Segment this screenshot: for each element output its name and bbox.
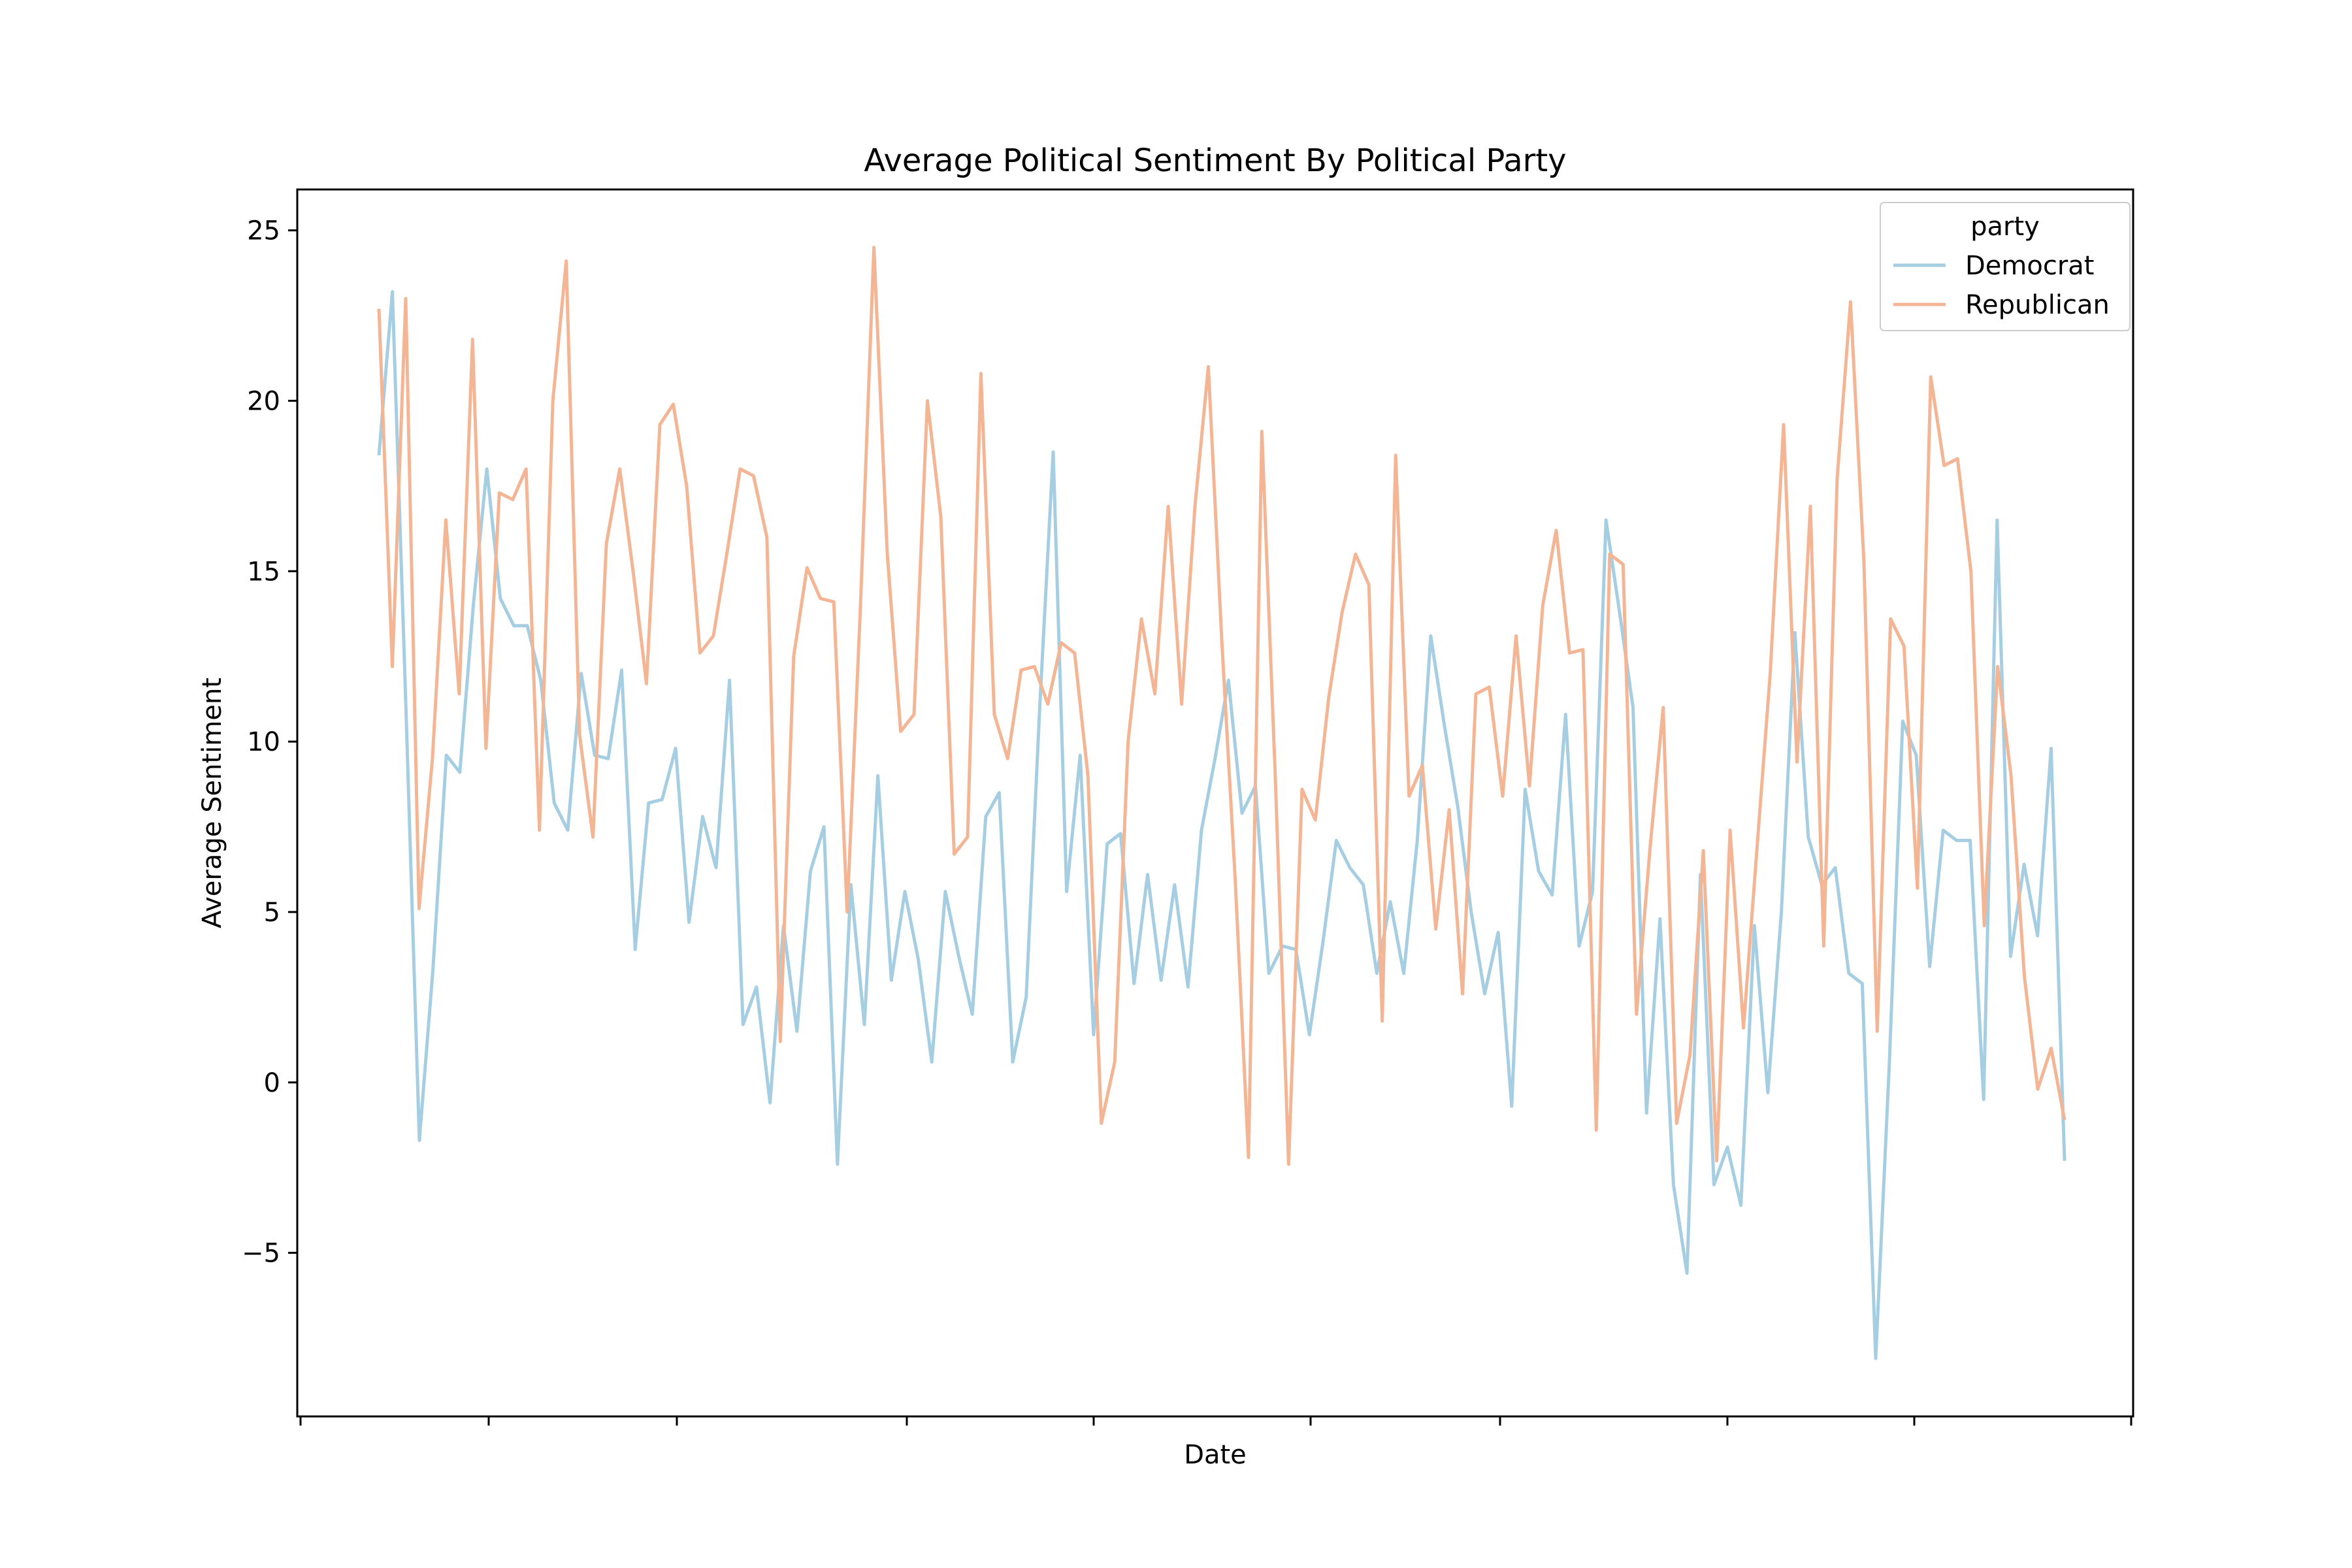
legend: party Democrat Republican bbox=[1880, 202, 2131, 331]
series-lines bbox=[377, 246, 2066, 1360]
y-axis: −5 0 5 10 15 20 25 bbox=[242, 216, 297, 1269]
series-line-republican bbox=[377, 246, 2066, 1166]
y-tick-label: 10 bbox=[247, 727, 280, 757]
legend-label-democrat: Democrat bbox=[1965, 251, 2094, 281]
y-tick-label: 20 bbox=[247, 386, 280, 416]
legend-box bbox=[1880, 202, 2131, 331]
plot-frame bbox=[296, 188, 2134, 1418]
y-tick-label: 0 bbox=[264, 1068, 280, 1098]
y-tick-label: 15 bbox=[247, 557, 280, 587]
y-tick-label: 5 bbox=[264, 898, 280, 928]
chart-title: Average Political Sentiment By Political… bbox=[864, 142, 1566, 179]
legend-title: party bbox=[1970, 212, 2040, 242]
series-line-democrat bbox=[377, 290, 2066, 1360]
x-axis-label: Date bbox=[1184, 1440, 1247, 1470]
y-tick-label: 25 bbox=[247, 216, 280, 246]
legend-label-republican: Republican bbox=[1965, 290, 2110, 320]
y-tick-label: −5 bbox=[242, 1239, 280, 1269]
y-axis-label: Average Sentiment bbox=[197, 678, 227, 928]
x-axis bbox=[299, 1416, 2132, 1426]
